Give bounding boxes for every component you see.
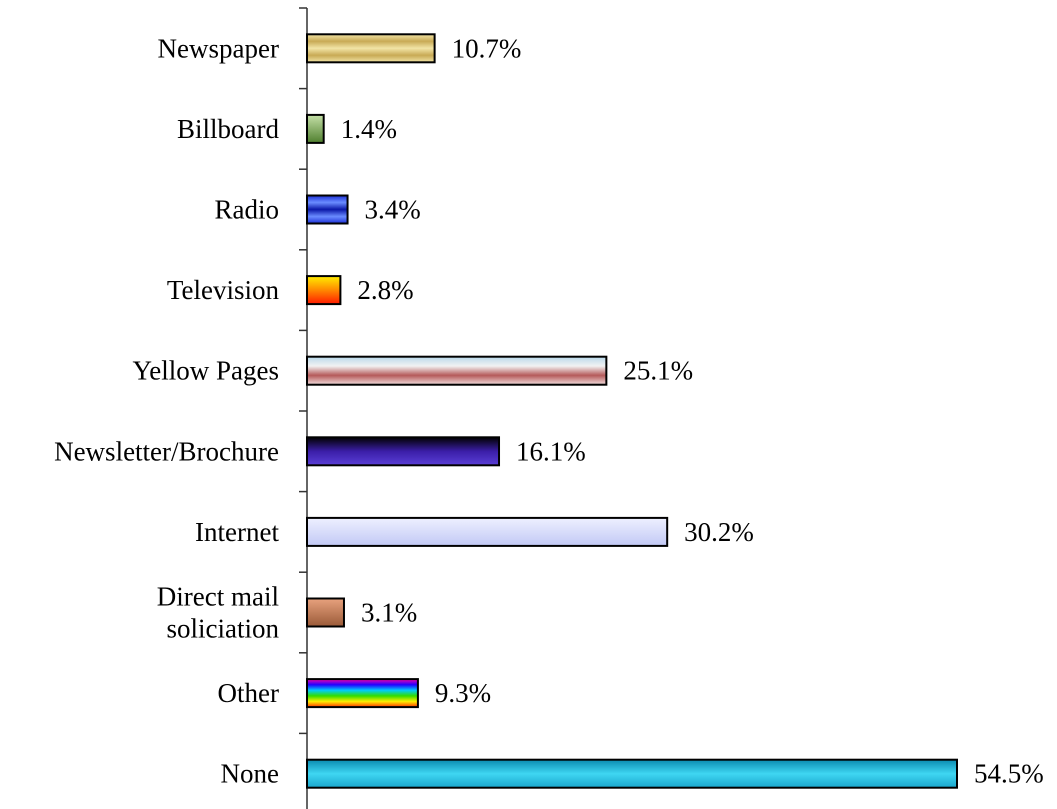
category-label-other: Other xyxy=(218,678,279,708)
bars xyxy=(306,33,958,789)
category-label-direct-mail-soliciation: Direct mail soliciation xyxy=(157,582,280,644)
bar-internet xyxy=(306,516,669,547)
value-label-newsletter-brochure: 16.1% xyxy=(516,436,586,466)
bar-billboard xyxy=(306,113,325,144)
category-label-billboard: Billboard xyxy=(177,114,279,144)
bar-television xyxy=(306,275,342,306)
value-label-internet: 30.2% xyxy=(684,517,754,547)
bar-other xyxy=(306,678,419,709)
category-label-internet: Internet xyxy=(195,517,279,547)
value-labels: 10.7% 1.4% 3.4% 2.8% 25.1% 16.1% 30.2% 3.1% 9.3%… xyxy=(341,33,1044,788)
value-label-radio: 3.4% xyxy=(365,195,421,225)
value-label-other: 9.3% xyxy=(435,678,491,708)
category-label-yellow-pages: Yellow Pages xyxy=(132,356,279,386)
category-label-radio: Radio xyxy=(215,195,280,225)
category-label-television: Television xyxy=(167,275,280,305)
bar-newsletter-brochure xyxy=(306,436,501,467)
value-label-television: 2.8% xyxy=(357,275,413,305)
value-label-none: 54.5% xyxy=(974,759,1044,789)
category-labels: Newspaper Billboard Radio Television Yellow … xyxy=(54,33,279,788)
bar-none xyxy=(306,758,958,789)
category-label-newspaper: Newspaper xyxy=(158,33,279,63)
category-label-none: None xyxy=(221,759,279,789)
value-label-yellow-pages: 25.1% xyxy=(623,356,693,386)
bar-yellow-pages xyxy=(306,355,608,386)
axis-ticks xyxy=(299,7,307,735)
category-label-newsletter-brochure: Newsletter/Brochure xyxy=(54,436,279,466)
bar-radio xyxy=(306,194,349,225)
value-label-newspaper: 10.7% xyxy=(452,33,522,63)
bar-newspaper xyxy=(306,33,436,64)
value-label-direct-mail-soliciation: 3.1% xyxy=(361,598,417,628)
bar-direct-mail-soliciation xyxy=(306,597,345,628)
value-label-billboard: 1.4% xyxy=(341,114,397,144)
